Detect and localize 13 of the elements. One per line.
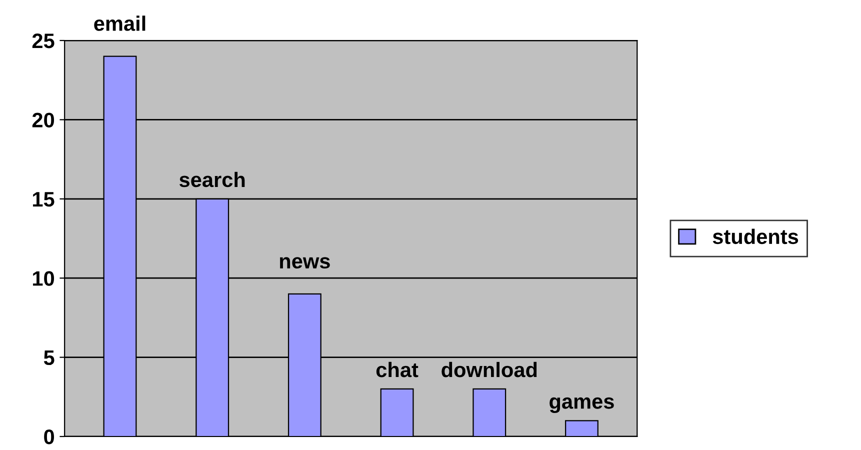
y-tick-label: 20 [32, 112, 54, 128]
legend-label: students [712, 228, 798, 244]
x-tick-label: search [179, 172, 245, 188]
y-tick-label: 0 [44, 430, 54, 444]
x-tick-label: news [280, 257, 330, 269]
x-tick-label: email [94, 16, 146, 31]
x-tick-label: chat [376, 362, 418, 378]
y-tick-label: 15 [32, 192, 54, 207]
y-tick-label: 5 [44, 350, 54, 366]
x-tick-label: download [442, 362, 537, 378]
y-tick-label: 25 [32, 34, 54, 48]
x-tick-label: games [550, 397, 614, 414]
y-tick-label: 10 [32, 271, 54, 286]
